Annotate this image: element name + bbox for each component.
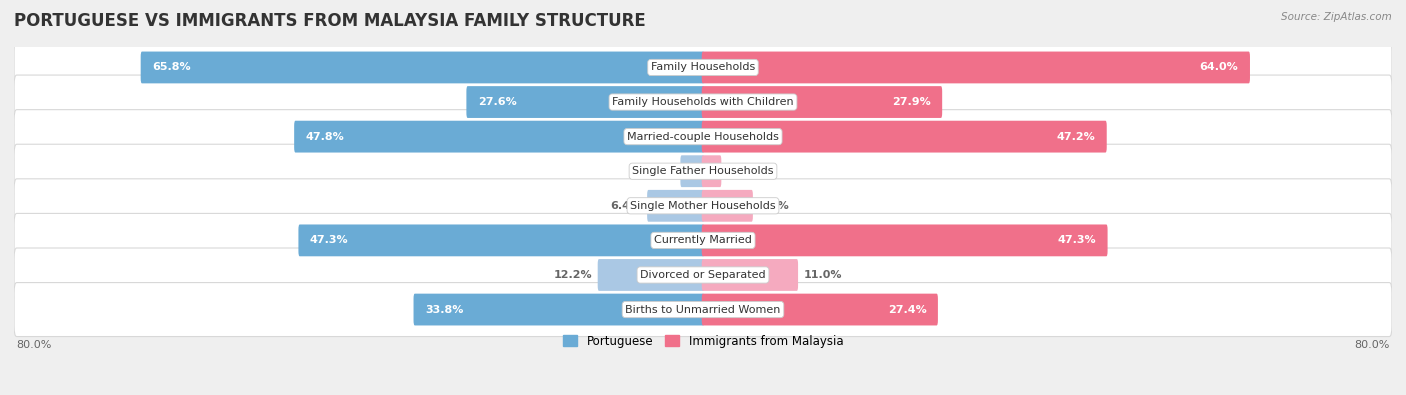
FancyBboxPatch shape [14,40,1392,94]
Text: Single Mother Households: Single Mother Households [630,201,776,211]
FancyBboxPatch shape [681,155,704,187]
Text: Family Households: Family Households [651,62,755,72]
Text: 2.0%: 2.0% [727,166,758,176]
FancyBboxPatch shape [14,144,1392,198]
Text: Divorced or Separated: Divorced or Separated [640,270,766,280]
FancyBboxPatch shape [702,121,1107,152]
Text: PORTUGUESE VS IMMIGRANTS FROM MALAYSIA FAMILY STRUCTURE: PORTUGUESE VS IMMIGRANTS FROM MALAYSIA F… [14,12,645,30]
Text: Source: ZipAtlas.com: Source: ZipAtlas.com [1281,12,1392,22]
FancyBboxPatch shape [598,259,704,291]
Text: 64.0%: 64.0% [1199,62,1239,72]
Text: Currently Married: Currently Married [654,235,752,245]
FancyBboxPatch shape [702,86,942,118]
Text: Family Households with Children: Family Households with Children [612,97,794,107]
Text: 5.7%: 5.7% [758,201,789,211]
Text: 80.0%: 80.0% [17,340,52,350]
Text: Single Father Households: Single Father Households [633,166,773,176]
FancyBboxPatch shape [702,190,752,222]
Text: 12.2%: 12.2% [554,270,592,280]
FancyBboxPatch shape [14,179,1392,233]
FancyBboxPatch shape [294,121,704,152]
FancyBboxPatch shape [141,52,704,83]
Text: 33.8%: 33.8% [425,305,464,314]
Text: 47.8%: 47.8% [305,132,344,142]
Text: 6.4%: 6.4% [610,201,641,211]
Text: Births to Unmarried Women: Births to Unmarried Women [626,305,780,314]
Text: 27.9%: 27.9% [891,97,931,107]
FancyBboxPatch shape [647,190,704,222]
Text: 47.2%: 47.2% [1056,132,1095,142]
FancyBboxPatch shape [14,110,1392,164]
FancyBboxPatch shape [702,155,721,187]
FancyBboxPatch shape [702,52,1250,83]
FancyBboxPatch shape [14,213,1392,267]
Text: 11.0%: 11.0% [804,270,842,280]
FancyBboxPatch shape [14,75,1392,129]
FancyBboxPatch shape [14,282,1392,337]
FancyBboxPatch shape [413,293,704,325]
Text: 80.0%: 80.0% [1354,340,1389,350]
Legend: Portuguese, Immigrants from Malaysia: Portuguese, Immigrants from Malaysia [562,335,844,348]
Text: 65.8%: 65.8% [152,62,191,72]
Text: 27.6%: 27.6% [478,97,516,107]
Text: 27.4%: 27.4% [887,305,927,314]
FancyBboxPatch shape [702,259,799,291]
FancyBboxPatch shape [467,86,704,118]
Text: 47.3%: 47.3% [1057,235,1097,245]
Text: 2.5%: 2.5% [644,166,675,176]
FancyBboxPatch shape [702,224,1108,256]
Text: Married-couple Households: Married-couple Households [627,132,779,142]
FancyBboxPatch shape [702,293,938,325]
FancyBboxPatch shape [298,224,704,256]
Text: 47.3%: 47.3% [309,235,349,245]
FancyBboxPatch shape [14,248,1392,302]
